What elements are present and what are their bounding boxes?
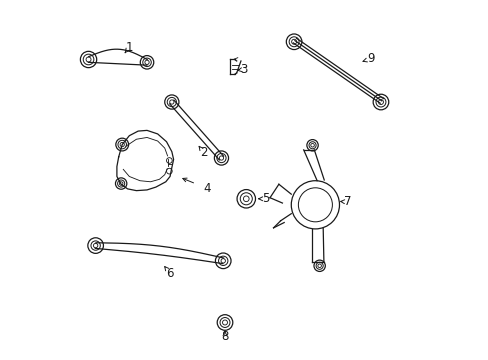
Text: 7: 7 [344,195,351,208]
Text: 1: 1 [125,41,133,54]
Text: 2: 2 [200,146,207,159]
Text: 5: 5 [262,192,269,205]
Text: 3: 3 [239,63,246,76]
Text: 8: 8 [221,330,228,343]
Text: 9: 9 [366,52,374,65]
Text: 4: 4 [203,182,211,195]
Text: 6: 6 [166,267,173,280]
